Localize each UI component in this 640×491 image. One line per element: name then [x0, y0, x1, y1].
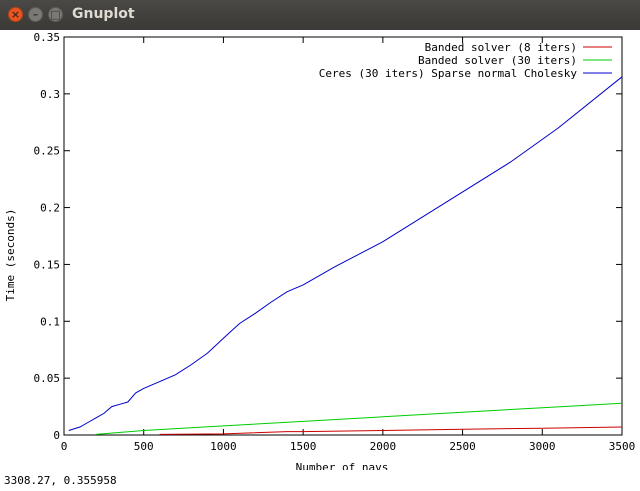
plot-series — [68, 76, 623, 435]
plot-axes: 0 500 1000 1500 2000 2500 3000 3500 0 0.05 0.1 0.15… — [34, 31, 636, 453]
close-window-button[interactable]: × — [8, 7, 23, 22]
minimize-icon: – — [32, 8, 39, 21]
plot-border — [63, 36, 623, 436]
close-icon: × — [10, 8, 21, 21]
plot-legend: Banded solver (8 iters)Banded solver (30… — [319, 41, 612, 80]
x-tick-label: 3500 — [609, 440, 636, 453]
y-tick-label: 0.25 — [34, 145, 61, 158]
maximize-icon: □ — [50, 8, 61, 21]
y-tick-label: 0 — [53, 429, 60, 442]
plot-canvas[interactable]: 0 500 1000 1500 2000 2500 3000 3500 0 0.05 0.1 0.15… — [0, 30, 640, 470]
y-tick-label: 0.2 — [40, 202, 60, 215]
series-line-1 — [159, 426, 623, 435]
y-tick-label: 0.35 — [34, 31, 61, 44]
x-tick-label: 2000 — [370, 440, 397, 453]
y-tick-label: 0.1 — [40, 315, 60, 328]
title-bar: × – □ Gnuplot — [0, 0, 640, 30]
x-tick-label: 2500 — [449, 440, 476, 453]
y-axis-label: Time (seconds) — [4, 209, 17, 302]
x-tick-label: 3000 — [529, 440, 556, 453]
maximize-window-button[interactable]: □ — [48, 7, 63, 22]
series-line-2 — [95, 402, 623, 435]
legend-entry-label: Ceres (30 iters) Sparse normal Cholesky — [319, 67, 578, 80]
legend-entry-label: Banded solver (30 iters) — [418, 54, 577, 67]
y-tick-label: 0.05 — [34, 372, 61, 385]
series-line-3 — [68, 76, 623, 431]
y-tick-label: 0.3 — [40, 88, 60, 101]
mouse-coordinates-readout: 3308.27, 0.355958 — [4, 474, 117, 487]
x-tick-label: 0 — [61, 440, 68, 453]
x-tick-label: 1000 — [210, 440, 237, 453]
x-tick-label: 500 — [134, 440, 154, 453]
minimize-window-button[interactable]: – — [28, 7, 43, 22]
legend-entry-label: Banded solver (8 iters) — [425, 41, 577, 54]
x-tick-label: 1500 — [290, 440, 317, 453]
y-tick-label: 0.15 — [34, 258, 61, 271]
window-title: Gnuplot — [72, 6, 135, 22]
x-axis-label: Number of navs — [296, 461, 389, 470]
